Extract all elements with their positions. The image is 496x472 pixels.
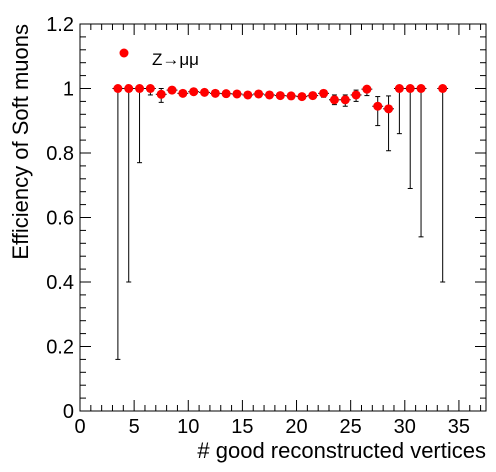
data-point <box>189 87 199 97</box>
y-tick-label: 1.2 <box>46 14 74 36</box>
data-point <box>405 84 415 93</box>
data-point <box>329 95 339 105</box>
y-tick-label: 0.8 <box>46 143 74 165</box>
data-point <box>254 89 264 99</box>
data-point <box>308 91 318 101</box>
data-point <box>200 87 210 97</box>
x-tick-label: 35 <box>448 416 470 438</box>
data-point <box>167 85 177 95</box>
data-point <box>297 92 307 102</box>
data-point <box>232 89 242 99</box>
data-point <box>438 84 448 93</box>
data-point <box>416 84 426 93</box>
y-tick-label: 0.4 <box>46 272 74 294</box>
data-point <box>286 91 296 101</box>
x-tick-label: 25 <box>340 416 362 438</box>
y-axis-label: Efficiency of Soft muons <box>8 24 33 260</box>
data-point <box>362 84 372 94</box>
data-point <box>340 95 350 105</box>
data-point <box>384 104 394 114</box>
legend: Z→μμ <box>119 48 199 69</box>
data-point <box>221 89 231 99</box>
x-tick-label: 15 <box>231 416 253 438</box>
x-tick-label: 30 <box>394 416 416 438</box>
y-tick-label: 1 <box>63 79 74 101</box>
legend-label: Z→μμ <box>152 50 199 69</box>
x-tick-label: 5 <box>129 416 140 438</box>
plot-frame <box>79 23 487 412</box>
x-tick-label: 0 <box>74 416 85 438</box>
x-axis-label: # good reconstructed vertices <box>197 438 486 463</box>
data-point <box>124 84 134 93</box>
x-tick-label: 20 <box>285 416 307 438</box>
y-tick-label: 0.2 <box>46 337 74 359</box>
data-point <box>264 90 274 100</box>
data-point <box>135 84 145 93</box>
data-points <box>113 84 448 114</box>
data-point <box>351 90 361 100</box>
data-point <box>113 84 123 93</box>
y-tick-label: 0.6 <box>46 208 74 230</box>
data-point <box>243 90 253 100</box>
tick-labels: 0 5 10 15 20 25 30 35 0 0.2 0.4 0.6 0.8 1 1.2 <box>46 14 470 438</box>
legend-marker <box>119 48 129 58</box>
data-point <box>319 88 329 98</box>
data-point <box>373 101 383 111</box>
y-tick-label: 0 <box>63 401 74 423</box>
data-point <box>275 91 285 101</box>
data-point <box>156 89 166 99</box>
data-point <box>394 84 404 93</box>
x-tick-label: 10 <box>177 416 199 438</box>
data-point <box>210 88 220 98</box>
data-point <box>178 88 188 98</box>
data-point <box>145 84 155 93</box>
